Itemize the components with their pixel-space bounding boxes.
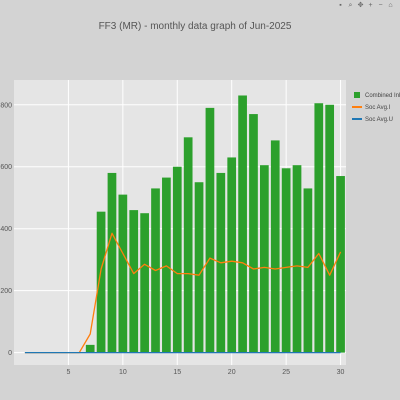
x-tick-label: 15 [173,369,181,376]
bar [107,172,117,353]
legend-label: Soc Avg.I [365,105,391,111]
bar [140,213,149,353]
bar [314,103,324,353]
y-tick-label: 0 [8,350,12,357]
x-tick-label: 25 [282,369,290,376]
zoom-out-icon[interactable]: − [378,1,383,9]
y-axis: 0 200 400 600 800 [0,102,12,357]
legend[interactable]: Combined Inlet Soc Avg.I Soc Avg.U [352,92,400,123]
bar [281,168,291,353]
chart-title: FF3 (MR) - monthly data graph of Jun-202… [99,21,292,32]
camera-icon[interactable]: ▪ [339,1,342,9]
legend-swatch [354,92,360,98]
legend-label: Combined Inlet [365,93,400,99]
bar [205,107,215,353]
bar [96,211,106,353]
bar [292,165,302,353]
x-tick-label: 10 [119,369,127,376]
bar [172,166,182,353]
bar [303,188,313,353]
y-tick-label: 800 [0,102,12,109]
legend-item[interactable]: Combined Inlet [354,92,400,99]
bar [118,194,128,353]
bar [85,344,95,353]
zoom-icon[interactable]: ⌕ [348,1,353,9]
reset-icon[interactable]: ⌂ [388,1,393,9]
bar [270,140,280,353]
y-tick-label: 200 [0,288,12,295]
y-tick-label: 600 [0,164,12,171]
x-tick-label: 20 [228,369,236,376]
legend-item[interactable]: Soc Avg.U [352,117,393,123]
lines [24,232,342,354]
x-tick-label: 30 [337,369,345,376]
bar [336,176,345,353]
bar [227,157,237,353]
legend-item[interactable]: Soc Avg.I [352,105,391,111]
legend-label: Soc Avg.U [365,117,393,123]
modebar: ▪ ⌕ ✥ + − ⌂ [337,0,394,10]
bar [249,114,258,353]
pan-icon[interactable]: ✥ [357,1,364,9]
bar [260,165,269,353]
bar [325,104,335,353]
bar [238,95,247,353]
bar [162,177,171,353]
zoom-in-icon[interactable]: + [368,1,373,9]
x-axis: 5 10 15 20 25 30 [66,369,344,376]
bar [129,210,139,353]
x-tick-label: 5 [66,369,70,376]
bar [194,182,204,353]
y-tick-label: 400 [0,226,12,233]
bar [183,137,193,353]
